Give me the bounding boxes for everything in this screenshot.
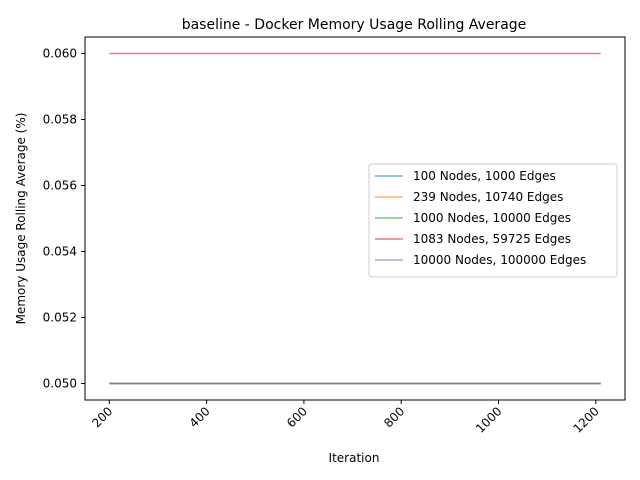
legend: 100 Nodes, 1000 Edges 239 Nodes, 10740 Ed…	[368, 163, 618, 278]
legend-box	[368, 163, 618, 278]
legend-label-4: 10000 Nodes, 100000 Edges	[413, 253, 586, 267]
x-tick-label: 200	[89, 404, 115, 430]
chart-title: baseline - Docker Memory Usage Rolling A…	[182, 17, 527, 33]
y-tick-label: 0.054	[43, 245, 77, 259]
x-tick-label: 1000	[473, 404, 504, 435]
y-tick-label: 0.056	[43, 179, 77, 193]
plot-frame	[84, 36, 626, 401]
x-tick-label: 600	[284, 404, 310, 430]
y-tick-label: 0.058	[43, 113, 77, 127]
y-tick-label: 0.050	[43, 377, 77, 391]
y-axis-label: Memory Usage Rolling Average (%)	[14, 113, 28, 325]
x-tick-label: 1200	[570, 404, 601, 435]
x-axis-label: Iteration	[329, 451, 380, 465]
x-tick-label: 400	[187, 404, 213, 430]
y-tick-label: 0.060	[43, 47, 77, 61]
legend-label-3: 1083 Nodes, 59725 Edges	[413, 232, 571, 246]
y-tick-label: 0.052	[43, 311, 77, 325]
legend-label-0: 100 Nodes, 1000 Edges	[413, 169, 556, 183]
legend-label-2: 1000 Nodes, 10000 Edges	[413, 211, 571, 225]
x-tick-label: 800	[381, 404, 407, 430]
legend-label-1: 239 Nodes, 10740 Edges	[413, 190, 563, 204]
